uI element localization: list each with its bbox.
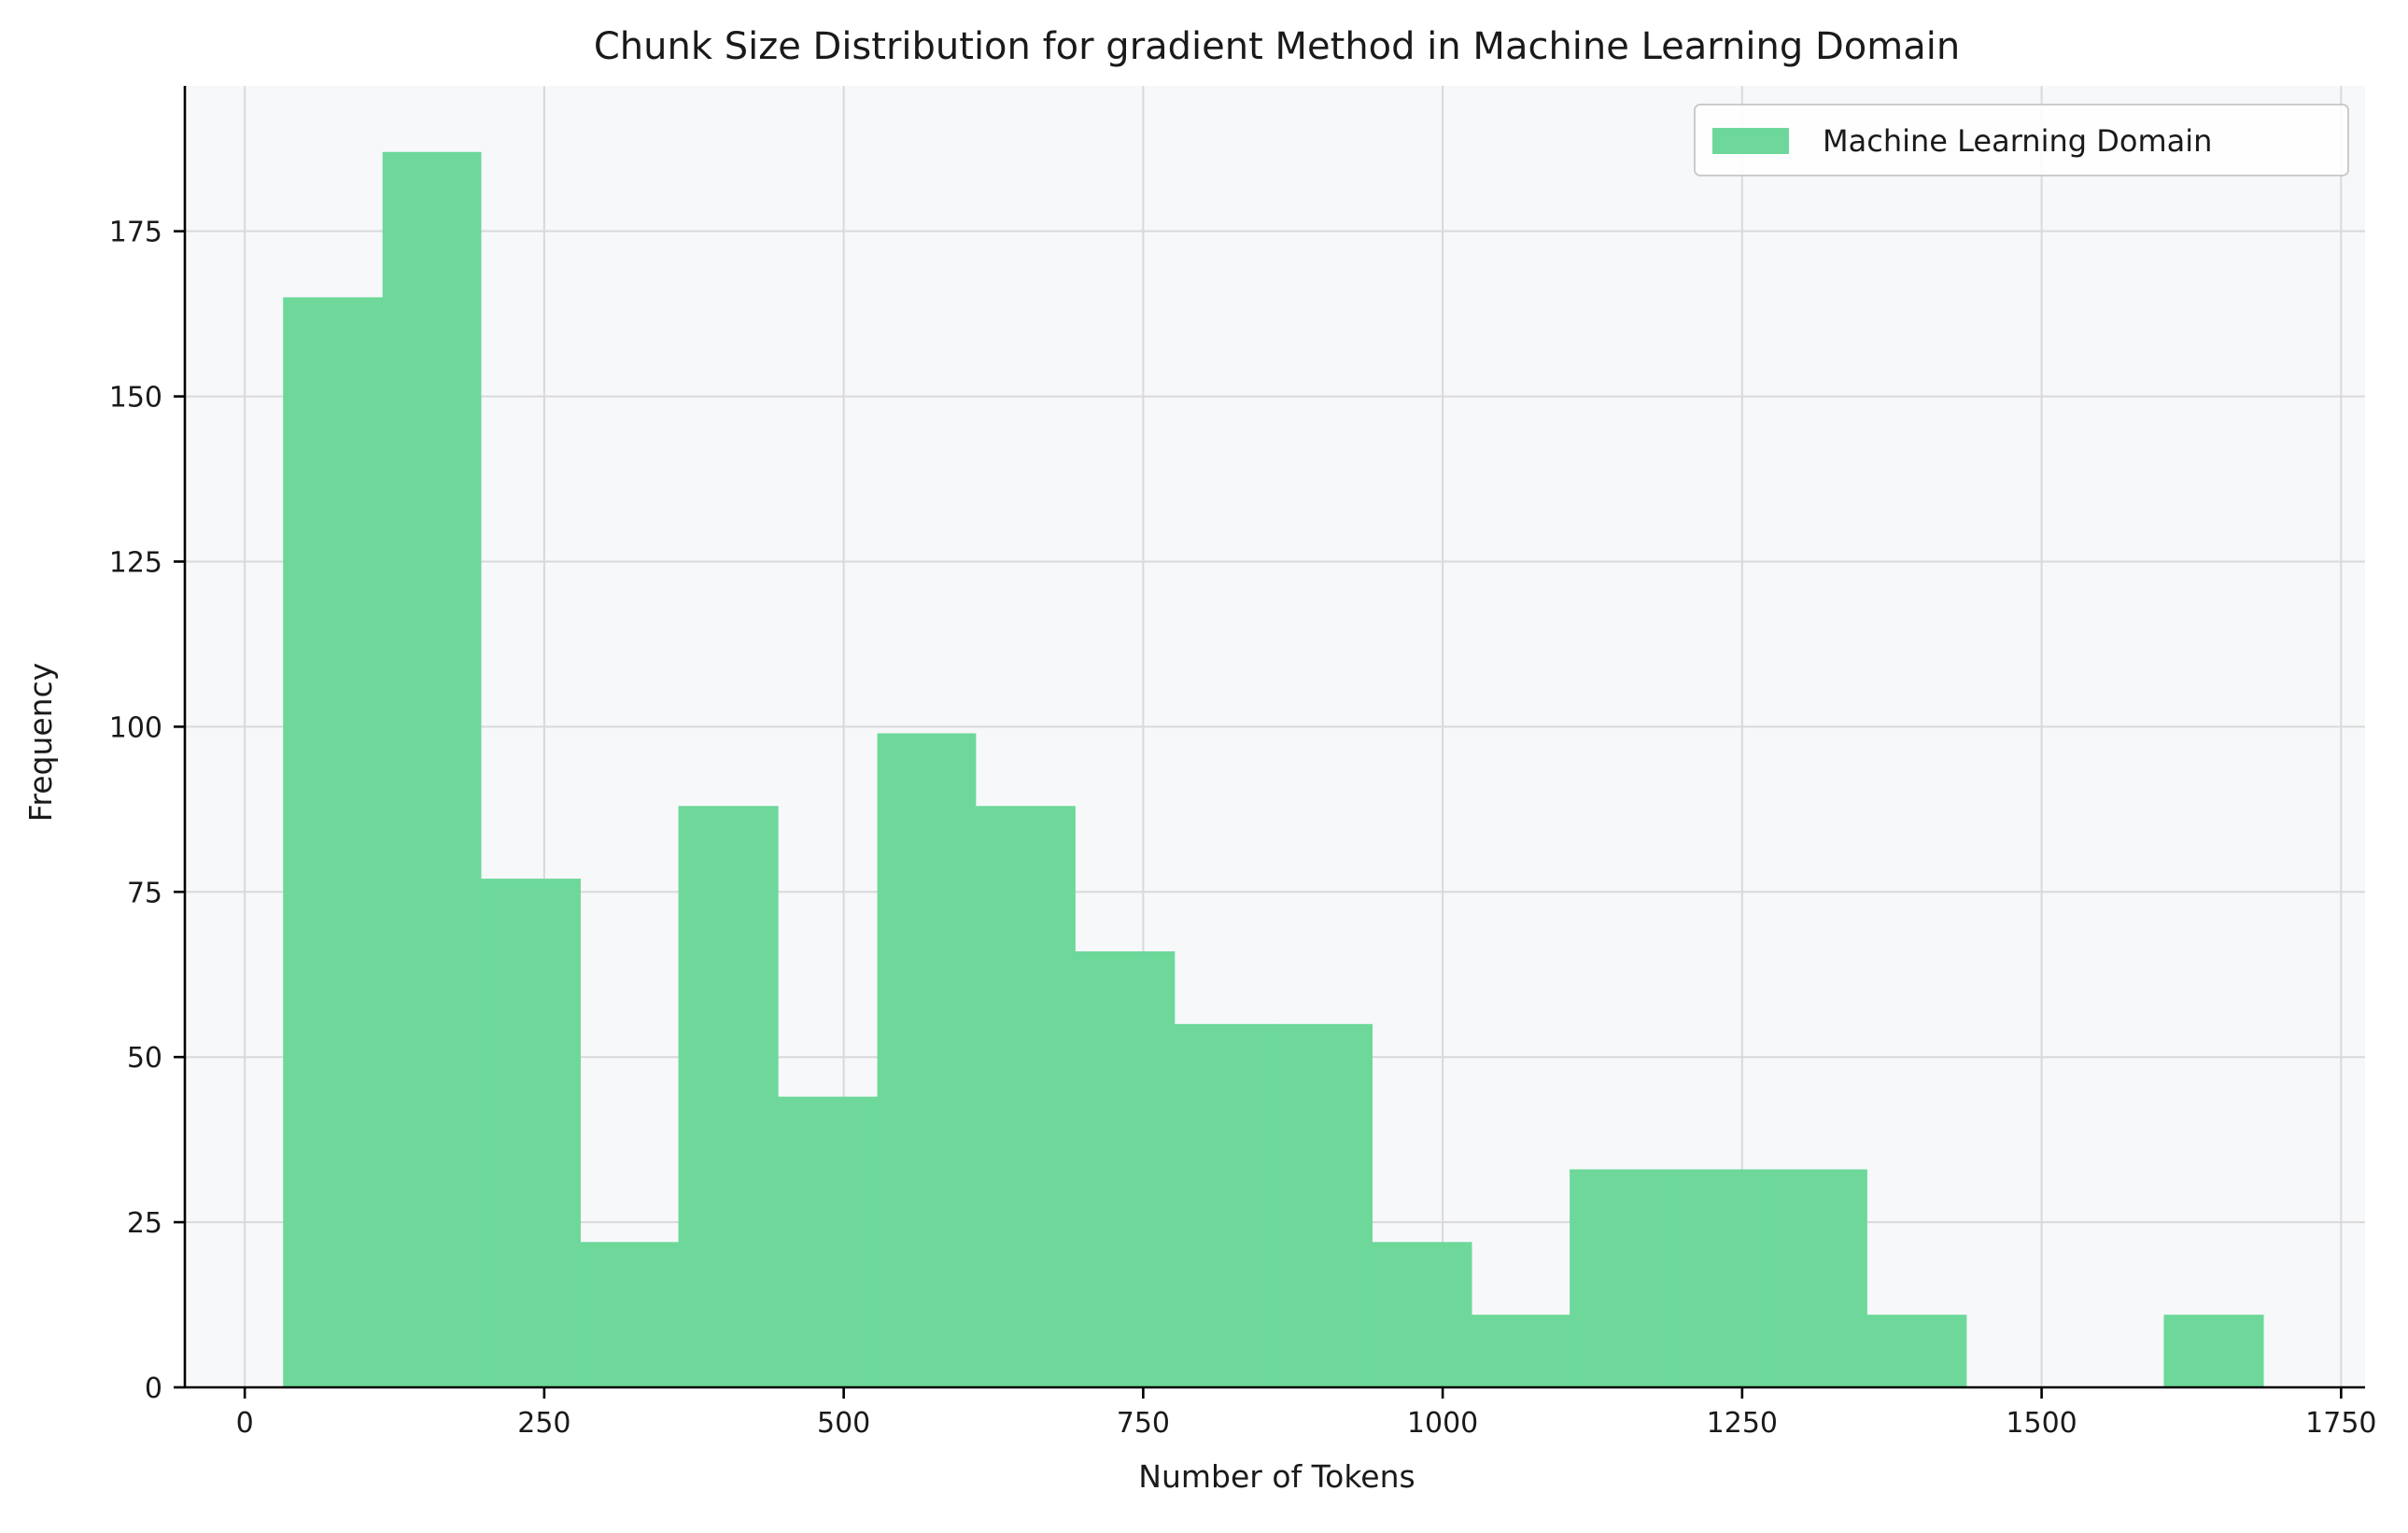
histogram-bar: [480, 879, 581, 1387]
y-tick-label: 75: [127, 877, 162, 909]
x-tick-label: 750: [1117, 1407, 1170, 1440]
histogram-bar: [2163, 1315, 2264, 1387]
axes: [183, 86, 2365, 1389]
histogram-bar: [283, 297, 384, 1388]
legend-swatch: [1712, 128, 1789, 154]
y-axis-title: Frequency: [22, 663, 59, 822]
x-axis-title: Number of Tokens: [1138, 1458, 1415, 1495]
legend: Machine Learning Domain: [1694, 104, 2349, 176]
histogram-bar: [382, 151, 482, 1387]
histogram-bar: [877, 733, 977, 1387]
histogram-bar: [1075, 950, 1176, 1387]
x-tick-label: 1500: [2006, 1407, 2077, 1440]
chart-title: Chunk Size Distribution for gradient Met…: [594, 25, 1960, 68]
x-tick-label: 1750: [2305, 1407, 2376, 1440]
legend-label: Machine Learning Domain: [1823, 123, 2212, 159]
y-tick-label: 100: [109, 711, 162, 744]
histogram-bar: [975, 806, 1076, 1387]
legend-box: [1694, 104, 2349, 176]
histogram-bar: [1768, 1169, 1867, 1387]
histogram-bar: [1174, 1023, 1274, 1387]
histogram-bar: [1372, 1242, 1472, 1387]
y-tick-label: 50: [127, 1042, 162, 1075]
y-tick-label: 175: [109, 217, 162, 249]
histogram-bar: [580, 1242, 680, 1387]
x-tick-label: 0: [236, 1407, 254, 1440]
tick-labels: 0 250 500 750 1000 1250 1500 1750 0 25 50 75 100 125 1…: [109, 217, 2377, 1440]
x-tick-label: 250: [517, 1407, 570, 1440]
histogram-bar: [1471, 1315, 1570, 1387]
histogram-bar: [1570, 1169, 1670, 1387]
x-tick-label: 500: [817, 1407, 870, 1440]
x-tick-label: 1000: [1407, 1407, 1478, 1440]
histogram-bar: [678, 806, 779, 1387]
histogram-bar: [1272, 1023, 1373, 1387]
y-tick-label: 150: [109, 382, 162, 415]
histogram-bar: [1866, 1315, 1967, 1387]
histogram-bars: [283, 151, 2264, 1388]
y-tick-label: 125: [109, 546, 162, 579]
y-tick-label: 25: [127, 1207, 162, 1240]
histogram-bar: [778, 1096, 879, 1387]
histogram-bar: [1669, 1169, 1769, 1387]
x-tick-label: 1250: [1707, 1407, 1778, 1440]
y-tick-label: 0: [145, 1372, 162, 1405]
